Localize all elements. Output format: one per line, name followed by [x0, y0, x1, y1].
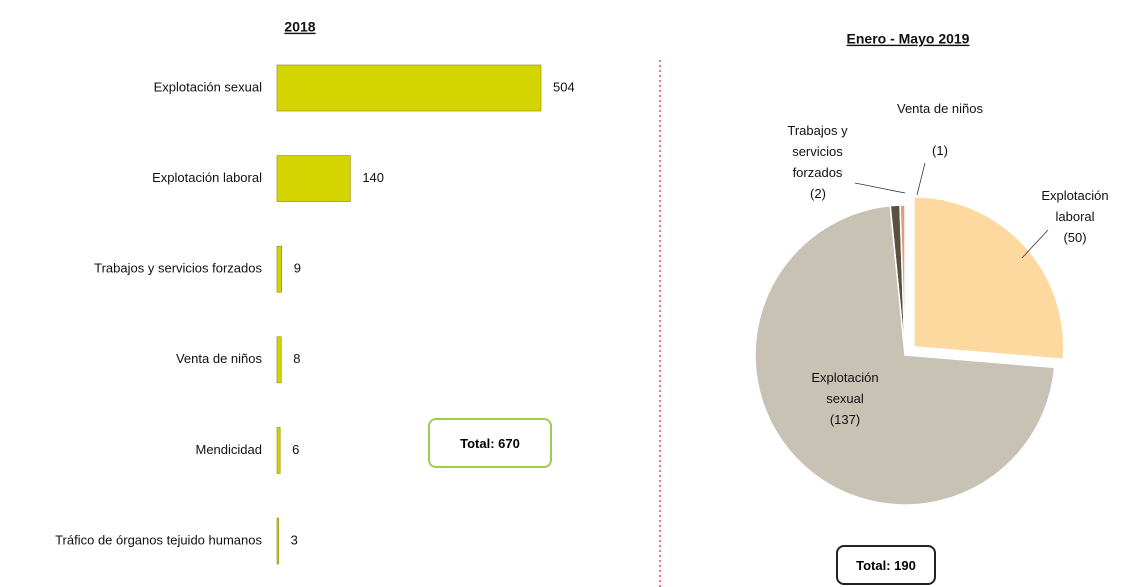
bar [276, 517, 279, 565]
bar [276, 336, 282, 384]
slice-label: Trabajos y servicios forzados [787, 123, 848, 180]
chart-title: 2018 [284, 19, 315, 35]
pie-slice [913, 196, 1065, 361]
pie-slice [899, 204, 906, 356]
total-box: Total: 190 [836, 545, 936, 585]
category-label: Venta de niños [176, 351, 263, 366]
value-label: 6 [292, 442, 299, 457]
bar [276, 245, 283, 293]
bar [276, 427, 281, 474]
bar [276, 64, 542, 112]
value-label: 504 [553, 79, 575, 94]
value-label: 8 [293, 351, 300, 366]
leader-line [1021, 229, 1049, 259]
value-label: 3 [291, 532, 298, 547]
category-label: Explotación laboral [152, 170, 262, 185]
total-box: Total: 670 [428, 418, 552, 468]
slice-label: Venta de niños [896, 101, 984, 116]
leader-line [854, 182, 906, 194]
category-label: Mendicidad [196, 442, 263, 457]
category-label: Tráfico de órganos tejuido humanos [55, 532, 262, 547]
value-label: 140 [362, 170, 384, 185]
slice-value-label: (137) [829, 412, 861, 427]
slice-label: Explotación laboral [1041, 188, 1109, 224]
slice-value-label: (1) [932, 143, 948, 158]
slice-value-label: (2) [810, 186, 826, 201]
value-label: 9 [294, 261, 301, 276]
category-label: Explotación sexual [154, 79, 263, 94]
slice-label: Explotación sexual [811, 370, 879, 406]
category-label: Trabajos y servicios forzados [94, 261, 262, 276]
leader-line [916, 162, 926, 196]
slice-value-label: (50) [1063, 230, 1087, 245]
pie-slice [754, 204, 1056, 506]
chart-title: Enero - Mayo 2019 [847, 31, 970, 47]
bar [276, 155, 351, 202]
